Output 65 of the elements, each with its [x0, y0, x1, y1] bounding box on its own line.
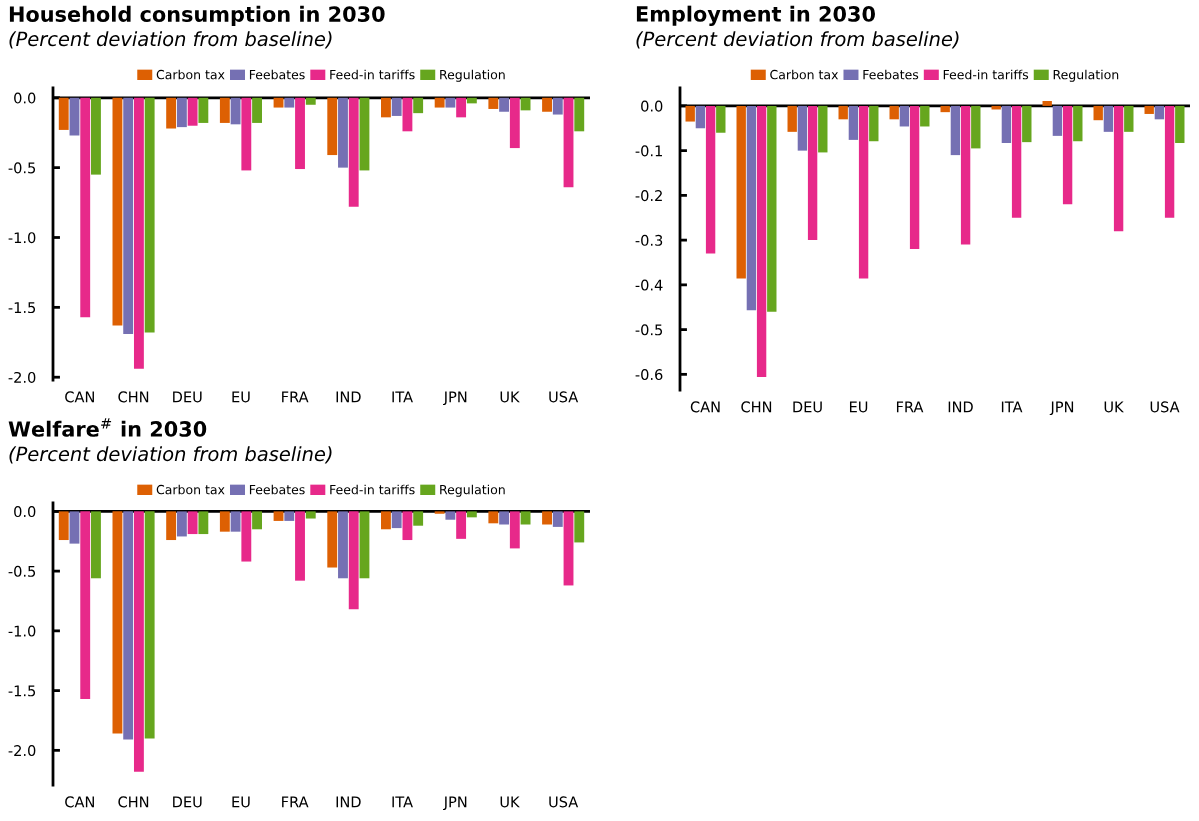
y-tick-label: -0.2 — [635, 190, 662, 202]
x-tick-label: EU — [232, 796, 250, 808]
legend-label: Regulation — [440, 69, 505, 82]
x-tick-label: FRA — [282, 796, 309, 808]
x-tick-label: CAN — [690, 401, 720, 413]
y-tick-label: -0.5 — [8, 162, 36, 174]
y-tick-label: -1.0 — [8, 232, 36, 244]
x-tick-label: DEU — [173, 796, 202, 808]
y-tick-label: -0.1 — [635, 145, 662, 157]
x-tick-label: FRA — [282, 391, 309, 403]
y-tick-label: -1.0 — [8, 625, 36, 637]
y-tick-label: 0.0 — [641, 100, 663, 112]
y-tick-label: -0.6 — [635, 369, 663, 381]
x-tick-label: EU — [849, 401, 868, 413]
legend-label: Feed-in tariffs — [330, 484, 415, 495]
chart-subtitle: (Percent deviation from baseline) — [9, 446, 332, 464]
legend-label: Carbon tax — [156, 484, 225, 495]
x-tick-label: IND — [336, 391, 361, 403]
x-tick-label: CHN — [741, 401, 772, 413]
y-tick-label: 0.0 — [14, 506, 36, 518]
x-tick-label: CAN — [65, 391, 94, 403]
x-tick-label: IND — [948, 401, 973, 413]
y-tick-label: -1.5 — [8, 302, 36, 314]
y-tick-label: -0.4 — [635, 279, 663, 291]
x-tick-label: UK — [1104, 401, 1124, 413]
x-tick-label: JPN — [442, 391, 467, 406]
y-tick-label: 0.0 — [14, 92, 36, 104]
legend-label: Regulation — [440, 484, 505, 497]
x-tick-label: DEU — [173, 391, 202, 403]
y-tick-label: -2.0 — [8, 371, 36, 383]
y-tick-label: -1.5 — [8, 685, 36, 697]
x-tick-label: FRA — [896, 401, 924, 413]
legend-label: Feebates — [249, 484, 305, 495]
legend-label: Feed-in tariffs — [943, 69, 1029, 80]
chart-subtitle: (Percent deviation from baseline) — [636, 31, 959, 49]
x-tick-label: ITA — [392, 391, 413, 403]
y-tick-label: -0.3 — [635, 234, 663, 246]
chart-title: Household consumption in 2030 — [9, 5, 385, 26]
y-tick-label: -2.0 — [8, 745, 36, 757]
x-tick-label: UK — [500, 796, 520, 808]
x-tick-label: EU — [232, 391, 250, 403]
legend-label: Carbon tax — [156, 69, 225, 80]
x-tick-label: CHN — [118, 391, 149, 403]
legend-label: Feebates — [249, 69, 305, 80]
y-tick-label: -0.5 — [8, 565, 36, 577]
chart-title: Welfare$^{#}$ in 2030 — [8, 418, 207, 437]
x-tick-label: ITA — [392, 796, 413, 808]
chart-subtitle: (Percent deviation from baseline) — [9, 31, 332, 49]
x-tick-label: ITA — [1001, 401, 1023, 413]
legend-label: Carbon tax — [770, 69, 839, 80]
x-tick-label: JPN — [442, 796, 467, 811]
legend-label: Feebates — [863, 69, 919, 80]
legend-label: Regulation — [1053, 69, 1119, 82]
chart-title: Employment in 2030 — [636, 5, 875, 26]
x-tick-label: USA — [549, 391, 579, 403]
x-tick-label: CHN — [118, 796, 149, 808]
x-tick-label: USA — [549, 796, 579, 808]
x-tick-label: CAN — [65, 796, 94, 808]
legend-label: Feed-in tariffs — [330, 69, 415, 80]
y-tick-label: -0.5 — [635, 324, 663, 336]
x-tick-label: DEU — [793, 401, 822, 413]
x-tick-label: IND — [336, 796, 361, 808]
x-tick-label: UK — [500, 391, 520, 403]
x-tick-label: JPN — [1049, 401, 1074, 416]
x-tick-label: USA — [1150, 401, 1180, 413]
